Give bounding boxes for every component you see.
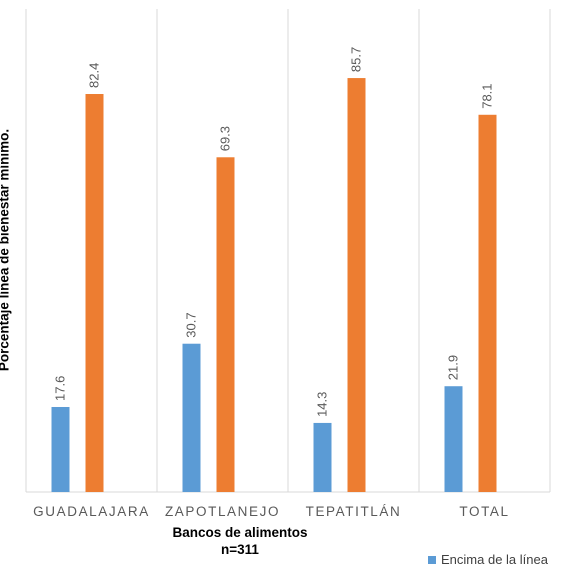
x-tick-labels: GUADALAJARA ZAPOTLANEJO TEPATITLÁN TOTAL xyxy=(33,504,509,519)
bar-total-series-0 xyxy=(444,386,463,492)
x-tick-label: TEPATITLÁN xyxy=(306,504,402,519)
data-label: 82.4 xyxy=(87,63,102,88)
bar-tepatitlán-series-0 xyxy=(313,422,332,492)
data-label: 69.3 xyxy=(218,126,233,151)
legend: Encima de la línea xyxy=(428,552,548,567)
x-tick-label: ZAPOTLANEJO xyxy=(165,504,280,519)
bar-tepatitlán-series-1 xyxy=(347,78,366,492)
x-axis-title-text: Bancos de alimentos xyxy=(172,525,308,540)
x-axis-title: Bancos de alimentos n=311 xyxy=(120,524,360,558)
legend-label: Encima de la línea xyxy=(441,552,548,567)
x-tick-label: GUADALAJARA xyxy=(33,504,150,519)
bar-zapotlanejo-series-0 xyxy=(182,343,201,492)
data-label: 21.9 xyxy=(446,355,461,380)
data-label: 30.7 xyxy=(184,312,199,337)
data-label: 78.1 xyxy=(480,83,495,108)
data-labels: 17.6 82.4 30.7 69.3 14.3 85.7 21.9 78.1 xyxy=(53,47,495,417)
bar-guadalajara-series-0 xyxy=(51,406,70,492)
bar-guadalajara-series-1 xyxy=(85,94,104,493)
data-label: 85.7 xyxy=(349,47,364,72)
bar-zapotlanejo-series-1 xyxy=(216,157,235,492)
x-axis-subtitle: n=311 xyxy=(221,542,259,557)
y-axis-title-text: Porcentaje línea de bienestar mínimo. xyxy=(0,128,12,372)
legend-swatch xyxy=(428,556,436,564)
bars xyxy=(51,78,497,493)
category-separators xyxy=(25,9,551,492)
data-label: 14.3 xyxy=(315,392,330,417)
x-tick-label: TOTAL xyxy=(459,504,509,519)
data-label: 17.6 xyxy=(53,376,68,401)
bar-total-series-1 xyxy=(478,114,497,492)
